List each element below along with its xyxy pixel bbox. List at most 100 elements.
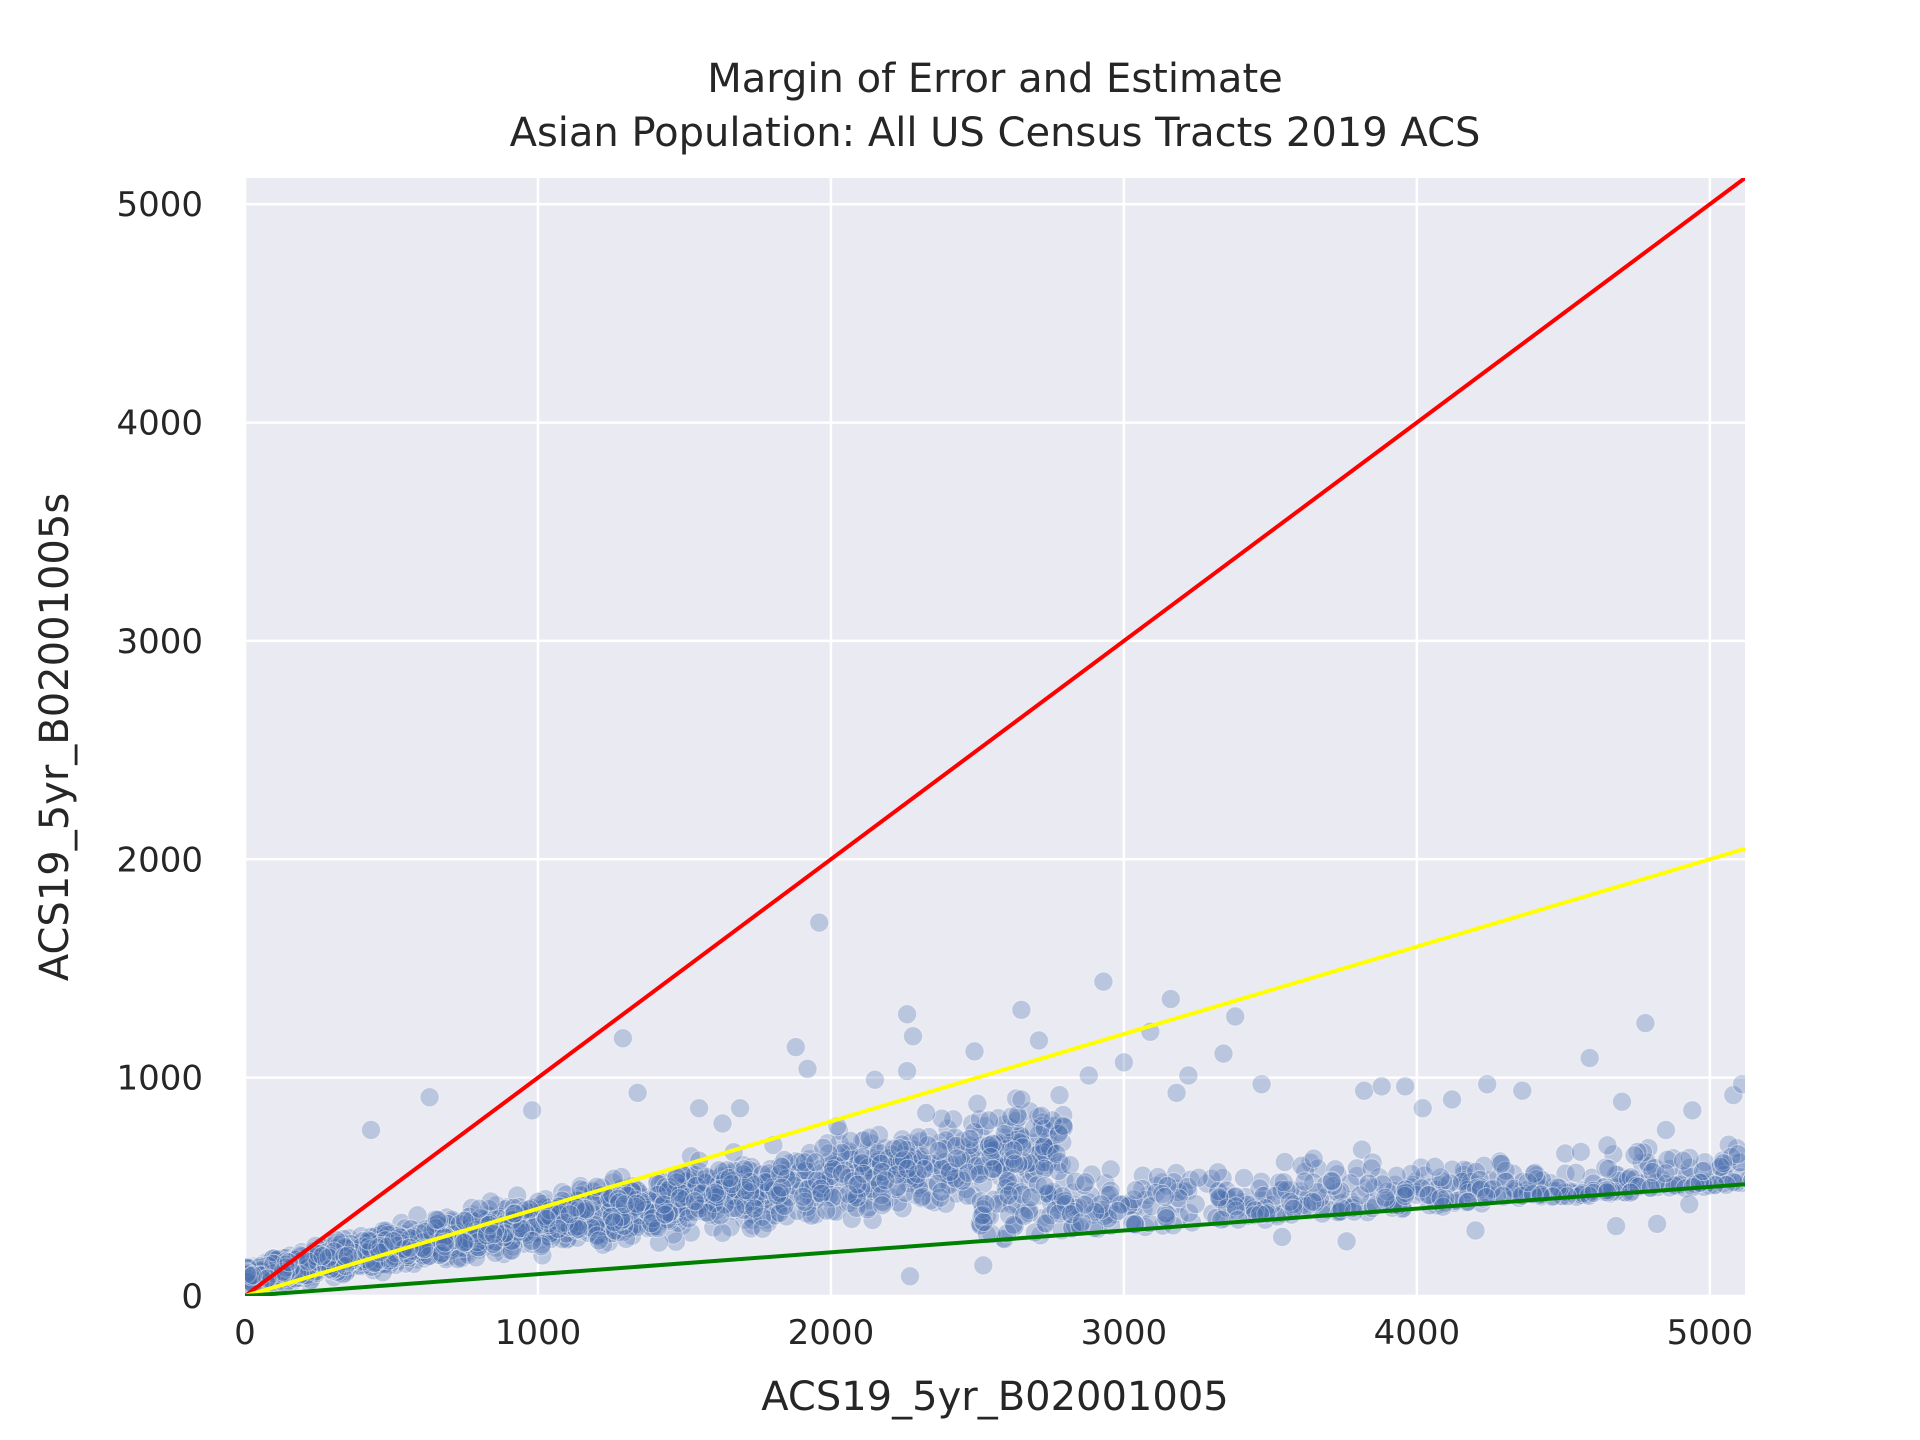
data-point <box>972 1197 993 1218</box>
data-point <box>1017 1154 1038 1174</box>
data-point <box>687 1189 708 1209</box>
data-point <box>1035 1158 1056 1179</box>
data-point <box>898 1173 919 1194</box>
data-point <box>1026 1157 1047 1178</box>
data-point <box>877 1159 898 1180</box>
data-point <box>998 1154 1019 1175</box>
data-point <box>1166 1082 1187 1103</box>
data-point <box>358 1231 379 1252</box>
data-point <box>952 1165 973 1186</box>
data-point <box>1043 1188 1064 1209</box>
data-point <box>757 1209 778 1230</box>
data-point <box>1043 1115 1064 1136</box>
data-point <box>711 1184 732 1205</box>
data-point <box>869 1124 889 1145</box>
data-point <box>477 1226 498 1247</box>
data-point <box>1570 1141 1591 1162</box>
data-point <box>945 1127 966 1148</box>
data-point <box>503 1224 524 1245</box>
data-point <box>588 1230 609 1251</box>
data-point <box>771 1156 792 1177</box>
data-point <box>743 1215 764 1236</box>
data-point <box>883 1145 904 1166</box>
data-point <box>245 1259 259 1280</box>
data-point <box>875 1170 896 1191</box>
data-point <box>598 1232 619 1253</box>
data-point <box>245 1262 266 1283</box>
data-point <box>624 1215 645 1236</box>
data-point <box>909 1149 930 1169</box>
data-point <box>724 1162 745 1183</box>
data-point <box>552 1229 573 1250</box>
data-point <box>350 1239 370 1260</box>
data-point <box>837 1193 858 1214</box>
data-point <box>717 1178 738 1199</box>
data-point <box>245 1271 258 1292</box>
data-point <box>371 1231 392 1252</box>
data-point <box>581 1206 602 1227</box>
data-point <box>762 1197 783 1218</box>
data-point <box>1442 1089 1462 1110</box>
data-point <box>251 1261 271 1282</box>
data-point <box>245 1264 261 1285</box>
data-point <box>733 1155 753 1175</box>
data-point <box>911 1188 932 1209</box>
data-point <box>570 1199 591 1220</box>
data-point <box>960 1146 981 1166</box>
data-point <box>303 1249 324 1270</box>
data-point <box>990 1166 1011 1187</box>
data-point <box>809 1187 830 1208</box>
data-point <box>245 1267 259 1288</box>
data-point <box>838 1141 859 1162</box>
data-point <box>1465 1220 1486 1241</box>
data-point <box>1371 1076 1392 1097</box>
data-point <box>734 1209 755 1230</box>
data-point <box>596 1212 617 1233</box>
data-point <box>979 1110 1000 1131</box>
data-point <box>531 1229 552 1250</box>
y-tick-label: 5000 <box>116 185 203 225</box>
data-point <box>245 1269 260 1290</box>
data-point <box>749 1197 770 1218</box>
data-point <box>546 1216 567 1236</box>
data-point <box>861 1133 882 1154</box>
data-point <box>245 1265 263 1286</box>
data-point <box>1093 971 1114 992</box>
data-point <box>901 1168 922 1188</box>
data-point <box>1251 1074 1272 1095</box>
data-point <box>679 1169 699 1190</box>
data-point <box>809 912 830 933</box>
data-point <box>695 1173 716 1194</box>
data-point <box>829 1120 850 1141</box>
data-point <box>775 1164 796 1185</box>
data-point <box>975 1194 996 1215</box>
data-point <box>797 1058 818 1079</box>
gridlines <box>243 178 1745 1298</box>
data-point <box>588 1201 609 1222</box>
data-point <box>245 1258 266 1279</box>
data-point <box>996 1164 1017 1185</box>
data-point <box>805 1190 826 1211</box>
data-point <box>731 1182 752 1203</box>
data-point <box>540 1208 561 1229</box>
data-point <box>245 1264 259 1285</box>
data-point <box>547 1221 568 1242</box>
data-point <box>951 1150 972 1170</box>
data-point <box>247 1259 268 1280</box>
data-point <box>1655 1163 1676 1184</box>
data-point <box>692 1198 713 1219</box>
data-point <box>436 1246 457 1267</box>
data-point <box>773 1192 794 1212</box>
data-point <box>1160 989 1181 1009</box>
data-point <box>631 1193 652 1214</box>
data-point <box>909 1178 929 1199</box>
data-point <box>926 1172 947 1193</box>
data-point <box>872 1195 893 1216</box>
data-point <box>522 1217 543 1238</box>
data-point <box>621 1200 642 1221</box>
data-point <box>575 1213 596 1234</box>
data-point <box>245 1263 265 1284</box>
data-point <box>503 1225 524 1246</box>
data-point <box>994 1128 1015 1148</box>
